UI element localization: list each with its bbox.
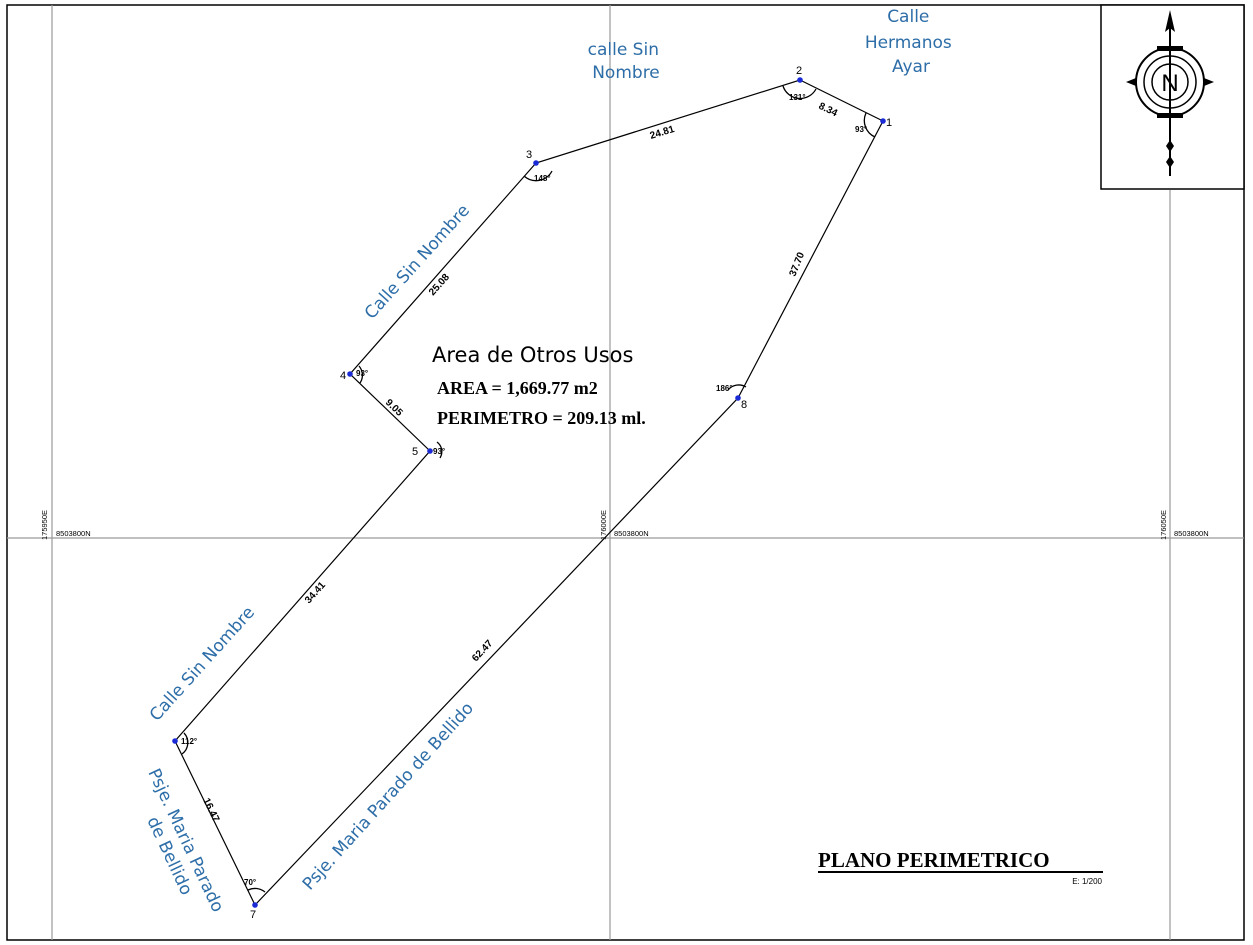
- vertex-label-1: 1: [886, 117, 892, 129]
- angle-arc-1: [863, 112, 876, 138]
- side-length-4-5: 9.05: [383, 397, 405, 419]
- vertex-1-marker: [880, 118, 886, 124]
- grid-label-8503800n-mid: 8503800N: [614, 529, 649, 538]
- vertex-2-marker: [797, 77, 803, 83]
- vertex-label-4: 4: [340, 370, 346, 382]
- vertex-7-marker: [252, 902, 258, 908]
- vertex-label-8: 8: [741, 399, 747, 411]
- street-line: Calle: [887, 7, 929, 27]
- grid-label-175950e: 175950E: [40, 510, 49, 540]
- compass-bar-top: [1157, 46, 1183, 51]
- street-line: Ayar: [892, 57, 930, 77]
- angle-value-4: 93°: [356, 369, 368, 378]
- side-length-7-8: 62.47: [470, 638, 495, 664]
- vertex-label-7: 7: [250, 909, 256, 921]
- angle-value-1: 93°: [855, 125, 867, 134]
- angle-value-5: 93°: [433, 447, 445, 456]
- street-label-top-center: calle Sin Nombre: [588, 40, 665, 83]
- street-line: Hermanos: [865, 33, 952, 53]
- vertex-label-2: 2: [796, 65, 802, 77]
- north-arrow: N: [1100, 4, 1245, 190]
- angle-arc-6: [181, 732, 189, 755]
- angle-arc-8: [727, 384, 747, 391]
- street-label-left-upper: Calle Sin Nombre: [361, 201, 474, 324]
- compass-arrow-left-icon: [1126, 78, 1136, 86]
- side-length-1-2: 8.34: [817, 101, 840, 120]
- vertex-markers: [172, 77, 886, 908]
- parcel-boundary: [174, 79, 884, 907]
- perimeter-value: PERIMETRO = 209.13 ml.: [437, 408, 646, 428]
- grid-label-176000e: 176000E: [599, 510, 608, 540]
- angle-arc-3: [523, 170, 553, 182]
- compass-tail-icon: [1166, 140, 1174, 168]
- grid-label-8503800n-right: 8503800N: [1174, 529, 1209, 538]
- side-length-5-6: 34.41: [303, 580, 328, 606]
- vertex-label-3: 3: [526, 149, 532, 161]
- vertex-6-marker: [172, 738, 178, 744]
- north-letter: N: [1161, 70, 1178, 97]
- angle-value-2: 131°: [789, 93, 806, 102]
- angle-arc-5: [436, 441, 443, 459]
- street-label-bottom-diag: Psje. Maria Parado de Bellido: [299, 699, 478, 895]
- angle-arcs: [181, 85, 876, 893]
- angle-value-6: 112°: [181, 737, 197, 746]
- plan-scale: E: 1/200: [1072, 877, 1102, 886]
- coordinate-grid: [7, 5, 1244, 940]
- vertex-4-marker: [347, 371, 353, 377]
- grid-label-176050e: 176050E: [1159, 510, 1168, 540]
- street-line: Nombre: [592, 63, 660, 83]
- side-length-3-4: 25.08: [427, 272, 452, 298]
- angle-arc-2: [782, 85, 817, 100]
- drawing-frame: [6, 4, 1245, 941]
- vertex-8-marker: [735, 395, 741, 401]
- area-value: AREA = 1,669.77 m2: [437, 378, 598, 398]
- area-title: Area de Otros Usos: [432, 343, 633, 367]
- north-arrow-box: [1100, 4, 1245, 190]
- angle-value-8: 186°: [716, 384, 733, 393]
- compass-arrow-right-icon: [1204, 78, 1214, 86]
- angle-arc-7: [247, 887, 266, 893]
- grid-label-8503800n-left: 8503800N: [56, 529, 91, 538]
- angle-arc-4: [358, 365, 364, 384]
- compass-needle-icon: [1165, 10, 1175, 32]
- street-line: calle Sin: [588, 40, 659, 60]
- street-label-top-right: Calle Hermanos Ayar: [865, 7, 957, 77]
- side-length-8-1: 37.70: [788, 250, 808, 278]
- side-length-6-7: 16.47: [200, 796, 221, 824]
- vertex-5-marker: [427, 448, 433, 454]
- vertex-3-marker: [533, 160, 539, 166]
- angle-value-7: 70°: [244, 878, 256, 887]
- compass-bar-bottom: [1157, 113, 1183, 118]
- vertex-label-5: 5: [412, 446, 418, 458]
- angle-value-3: 148°: [534, 174, 551, 183]
- plan-title: PLANO PERIMETRICO: [818, 848, 1050, 872]
